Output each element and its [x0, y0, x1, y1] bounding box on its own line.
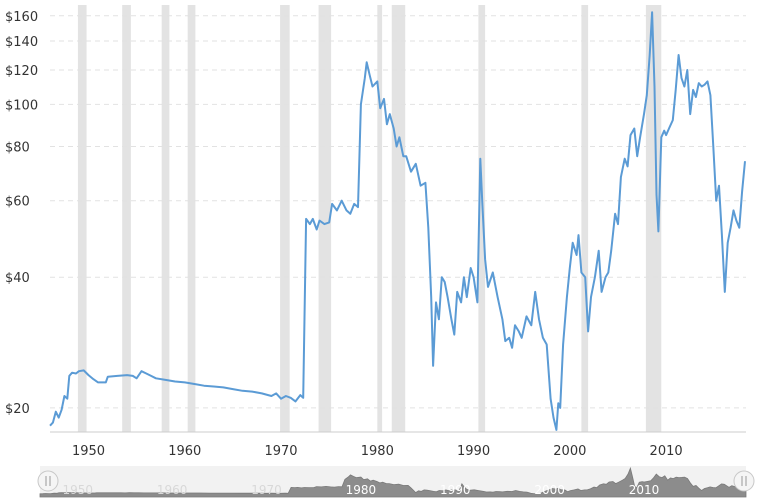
y-tick-label-60: $60 — [5, 195, 30, 210]
x-tick-label-2010: 2010 — [650, 444, 683, 459]
navigator-tick-label-1980: 1980 — [346, 483, 377, 497]
recession-band-10 — [581, 5, 589, 432]
navigator-area — [39, 466, 747, 498]
y-tick-label-120: $120 — [5, 64, 38, 79]
recession-band-5 — [280, 5, 290, 432]
navigator-tick-label-2000: 2000 — [534, 483, 565, 497]
x-tick-label-1950: 1950 — [72, 444, 105, 459]
y-tick-label-160: $160 — [5, 10, 38, 25]
navigator-tick-label-1970: 1970 — [251, 483, 282, 497]
x-tick-label-2000: 2000 — [553, 444, 586, 459]
x-axis-tick-labels: 1950 1960 1970 1980 1990 2000 2010 — [72, 444, 683, 459]
recession-band-8 — [391, 5, 406, 432]
y-tick-label-80: $80 — [5, 141, 30, 156]
range-navigator[interactable]: 1950 1960 1970 1980 1990 2000 2010 — [37, 466, 755, 498]
y-tick-label-100: $100 — [5, 98, 38, 113]
y-axis-tick-labels: $20 $40 $60 $80 $100 $120 $140 $160 — [5, 10, 38, 417]
recession-band-7 — [377, 5, 383, 432]
recession-bands — [77, 5, 662, 432]
recession-band-1 — [77, 5, 87, 432]
navigator-right-handle[interactable] — [733, 470, 755, 492]
navigator-tick-label-1950: 1950 — [62, 483, 93, 497]
navigator-tick-label-1960: 1960 — [157, 483, 188, 497]
y-tick-label-140: $140 — [5, 35, 38, 50]
navigator-tick-labels: 1950 1960 1970 1980 1990 2000 2010 — [62, 483, 659, 497]
series-line — [49, 11, 746, 431]
x-tick-label-1990: 1990 — [457, 444, 490, 459]
x-tick-label-1980: 1980 — [361, 444, 394, 459]
y-tick-label-40: $40 — [5, 271, 30, 286]
recession-band-6 — [318, 5, 332, 432]
recession-band-9 — [478, 5, 486, 432]
recession-band-3 — [161, 5, 170, 432]
y-tick-label-20: $20 — [5, 402, 30, 417]
recession-band-11 — [645, 5, 662, 432]
recession-band-2 — [122, 5, 131, 432]
navigator-left-handle[interactable] — [37, 470, 59, 492]
x-tick-label-1970: 1970 — [264, 444, 297, 459]
navigator-tick-label-1990: 1990 — [440, 483, 471, 497]
recession-band-4 — [187, 5, 196, 432]
x-tick-label-1960: 1960 — [168, 444, 201, 459]
navigator-tick-label-2010: 2010 — [629, 483, 660, 497]
